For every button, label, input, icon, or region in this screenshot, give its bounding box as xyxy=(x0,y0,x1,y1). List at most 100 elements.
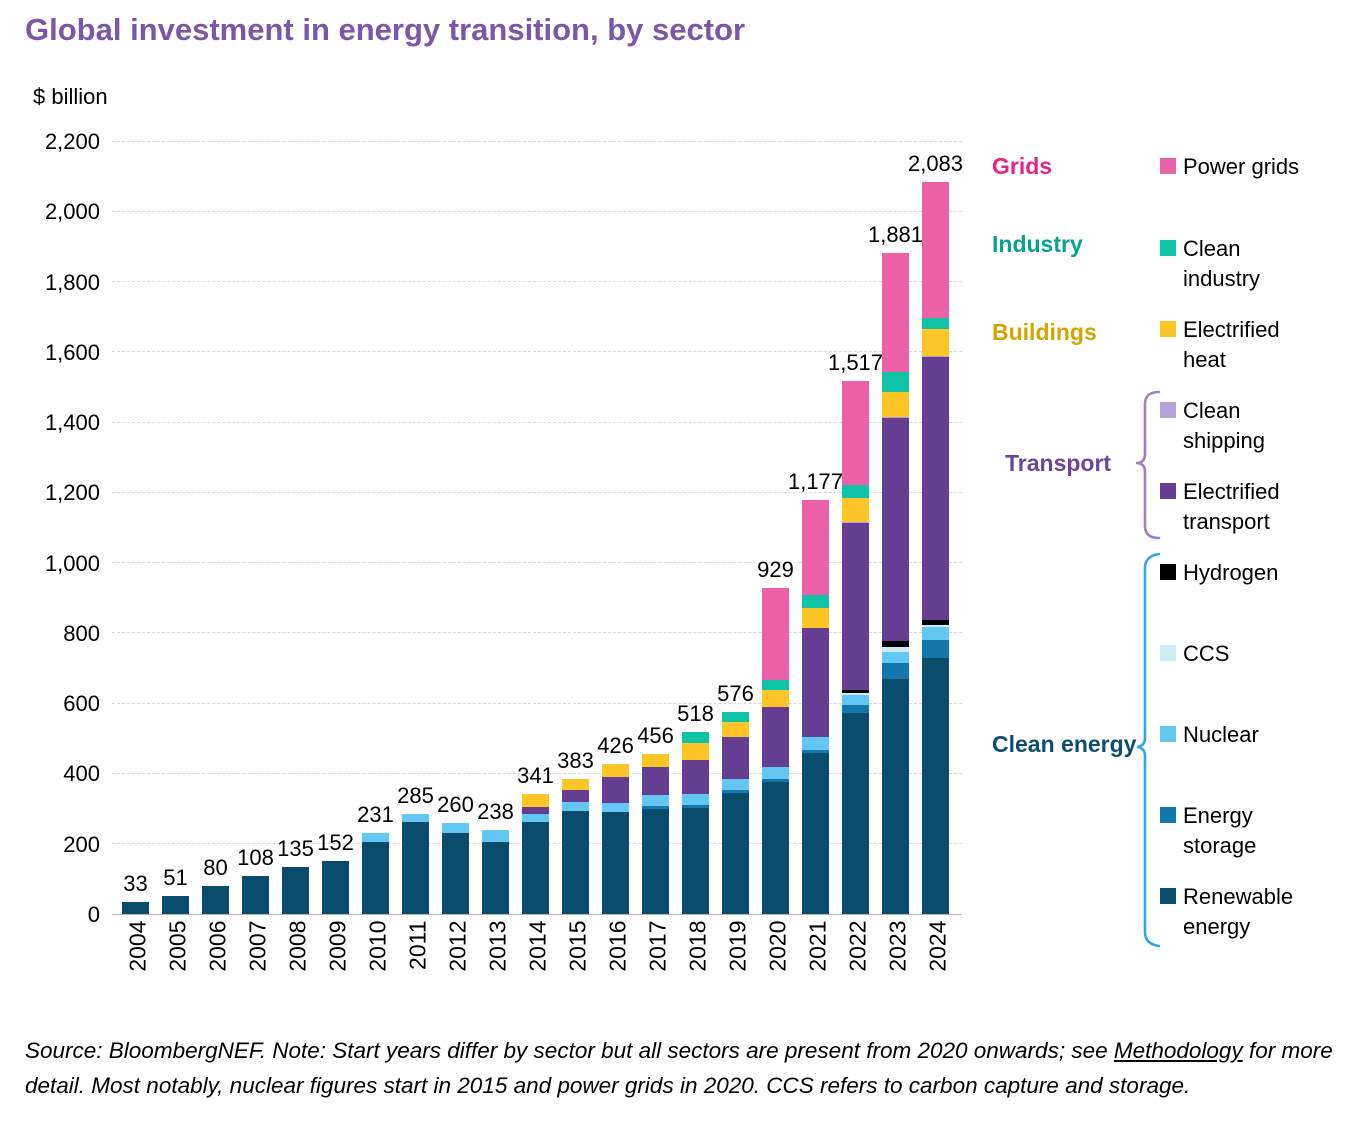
legend-item-label: Electrified transport xyxy=(1183,479,1280,534)
bar-segment-nuclear-2015 xyxy=(562,801,589,811)
bar-segment-renewable-energy-2008 xyxy=(282,866,309,914)
x-axis-label: 2012 xyxy=(444,920,470,972)
bar-segment-nuclear-2014 xyxy=(522,814,549,822)
gridline xyxy=(112,140,962,142)
gridline xyxy=(112,562,962,564)
x-axis-label: 2020 xyxy=(764,920,790,972)
bar-segment-nuclear-2011 xyxy=(402,813,429,822)
bar-segment-electrified-heat-2021 xyxy=(802,607,829,628)
bar-segment-renewable-energy-2012 xyxy=(442,833,469,914)
bar-segment-electrified-transport-2023 xyxy=(882,418,909,641)
bar-total-label: 1,517 xyxy=(827,349,884,375)
gridline xyxy=(112,421,962,423)
bar-total-label: 33 xyxy=(123,871,148,897)
x-axis-label: 2011 xyxy=(404,920,430,970)
bar-total-label: 285 xyxy=(397,782,434,808)
power-grids-swatch-icon xyxy=(1160,158,1176,174)
bar-segment-renewable-energy-2007 xyxy=(242,876,269,914)
bar-segment-electrified-transport-2024 xyxy=(922,357,949,621)
bar-segment-power-grids-2024 xyxy=(922,182,949,318)
electrified-transport-swatch-icon xyxy=(1160,483,1176,499)
gridline xyxy=(112,281,962,283)
bar-segment-nuclear-2019 xyxy=(722,779,749,790)
bar-segment-nuclear-2013 xyxy=(482,830,509,842)
bar-segment-electrified-transport-2018 xyxy=(682,760,709,795)
bar-segment-renewable-energy-2010 xyxy=(362,841,389,914)
bar-total-label: 576 xyxy=(717,680,754,706)
bar-total-label: 135 xyxy=(277,835,314,861)
legend-item-label: Renewable energy xyxy=(1183,884,1294,939)
legend-item-label: Hydrogen xyxy=(1183,560,1279,585)
gridline xyxy=(112,351,962,353)
bar-total-label: 2,083 xyxy=(907,151,964,177)
footnote-text-before: Source: BloombergNEF. Note: Start years … xyxy=(25,1038,1114,1063)
bar-segment-clean-industry-2018 xyxy=(682,731,709,744)
y-axis-tick-label: 1,800 xyxy=(44,269,100,295)
x-axis-label: 2015 xyxy=(564,920,590,972)
legend-item-label: Clean industry xyxy=(1183,236,1261,291)
y-axis-tick-label: 2,000 xyxy=(44,199,100,225)
bar-segment-electrified-transport-2021 xyxy=(802,627,829,737)
y-axis-tick-label: 600 xyxy=(63,691,100,717)
bar-segment-renewable-energy-2021 xyxy=(802,753,829,914)
bar-total-label: 1,177 xyxy=(787,469,844,495)
bar-segment-energy-storage-2023 xyxy=(882,663,909,679)
bar-segment-hydrogen-2023 xyxy=(882,640,909,647)
y-axis-tick-label: 400 xyxy=(63,761,100,787)
x-axis-label: 2006 xyxy=(204,920,230,972)
footnote-text-after: for more detail. Most notably, nuclear f… xyxy=(25,1038,1333,1098)
bar-segment-hydrogen-2022 xyxy=(842,690,869,694)
bar-segment-clean-industry-2024 xyxy=(922,317,949,329)
bar-total-label: 426 xyxy=(597,733,634,759)
y-axis-tick-label: 1,000 xyxy=(44,550,100,576)
bar-segment-electrified-transport-2015 xyxy=(562,789,589,802)
bar-total-label: 238 xyxy=(477,799,514,825)
bar-segment-renewable-energy-2004 xyxy=(122,902,149,914)
methodology-link[interactable]: Methodology xyxy=(1113,1038,1243,1063)
bar-segment-electrified-heat-2024 xyxy=(922,328,949,357)
y-axis-tick-label: 0 xyxy=(87,902,100,927)
x-axis-label: 2018 xyxy=(684,920,710,972)
renewable-energy-swatch-icon xyxy=(1160,888,1176,904)
bar-segment-clean-industry-2020 xyxy=(762,679,789,691)
bar-segment-nuclear-2020 xyxy=(762,766,789,780)
legend-group-label-grids: Grids xyxy=(992,153,1053,179)
x-axis-label: 2021 xyxy=(804,920,830,972)
bar-segment-electrified-transport-2014 xyxy=(522,806,549,815)
bar-total-label: 456 xyxy=(637,722,674,748)
bar-segment-electrified-heat-2016 xyxy=(602,764,629,778)
legend-group-label-transport: Transport xyxy=(1005,450,1112,476)
bar-segment-power-grids-2021 xyxy=(802,500,829,595)
bar-total-label: 51 xyxy=(163,865,188,891)
bar-total-label: 108 xyxy=(237,845,274,871)
x-axis-label: 2004 xyxy=(124,920,150,972)
x-axis-label: 2024 xyxy=(924,920,950,972)
x-axis-label: 2009 xyxy=(324,920,350,972)
x-axis-label: 2013 xyxy=(484,920,510,972)
x-axis-label: 2022 xyxy=(844,920,870,972)
legend-item-label: Energy storage xyxy=(1183,803,1257,858)
legend-item-label: Clean shipping xyxy=(1183,398,1265,453)
bar-segment-renewable-energy-2011 xyxy=(402,821,429,914)
ccs-swatch-icon xyxy=(1160,645,1176,661)
bar-segment-electrified-heat-2015 xyxy=(562,779,589,790)
bar-segment-ccs-2022 xyxy=(842,693,869,696)
bar-segment-energy-storage-2022 xyxy=(842,704,869,714)
bar-segment-power-grids-2020 xyxy=(762,587,789,680)
bar-total-label: 231 xyxy=(357,801,394,827)
y-axis-tick-label: 1,200 xyxy=(44,480,100,506)
chart-title: Global investment in energy transition, … xyxy=(25,12,746,47)
x-axis-label: 2017 xyxy=(644,920,670,972)
y-axis-tick-label: 800 xyxy=(63,620,100,646)
bar-segment-renewable-energy-2016 xyxy=(602,811,629,914)
bar-segment-clean-industry-2021 xyxy=(802,594,829,608)
legend-group-label-buildings: Buildings xyxy=(992,319,1097,345)
bar-total-label: 260 xyxy=(437,791,474,817)
x-axis-label: 2014 xyxy=(524,920,550,972)
bar-segment-clean-industry-2019 xyxy=(722,711,749,722)
bar-segment-power-grids-2023 xyxy=(882,253,909,373)
bar-segment-renewable-energy-2015 xyxy=(562,810,589,914)
bar-segment-power-grids-2022 xyxy=(842,380,869,486)
gridline xyxy=(112,632,962,634)
